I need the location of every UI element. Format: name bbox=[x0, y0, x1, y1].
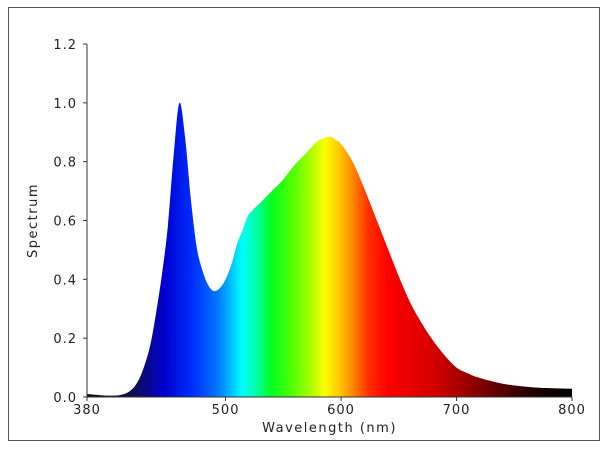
x-axis-title: Wavelength (nm) bbox=[262, 421, 397, 436]
x-tick-label: 700 bbox=[443, 403, 471, 418]
x-tick-label: 380 bbox=[73, 403, 101, 418]
spectrum-area bbox=[87, 103, 572, 397]
y-axis-title: Spectrum bbox=[26, 183, 41, 258]
y-tick-label: 1.2 bbox=[53, 38, 77, 53]
y-tick-label: 0.4 bbox=[53, 273, 77, 288]
y-tick-label: 0.6 bbox=[53, 215, 77, 230]
y-tick-label: 0.8 bbox=[53, 156, 77, 171]
y-tick-label: 0.2 bbox=[53, 332, 77, 347]
x-tick-label: 800 bbox=[558, 403, 586, 418]
x-tick-label: 500 bbox=[212, 403, 240, 418]
x-tick-label: 600 bbox=[327, 403, 355, 418]
y-tick-label: 1.0 bbox=[53, 97, 77, 112]
